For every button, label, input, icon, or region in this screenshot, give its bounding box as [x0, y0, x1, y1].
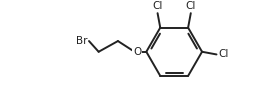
Text: O: O [133, 47, 141, 57]
Text: Cl: Cl [186, 1, 196, 11]
Text: Cl: Cl [152, 1, 163, 11]
Text: Br: Br [76, 36, 88, 46]
Text: Cl: Cl [218, 49, 229, 59]
